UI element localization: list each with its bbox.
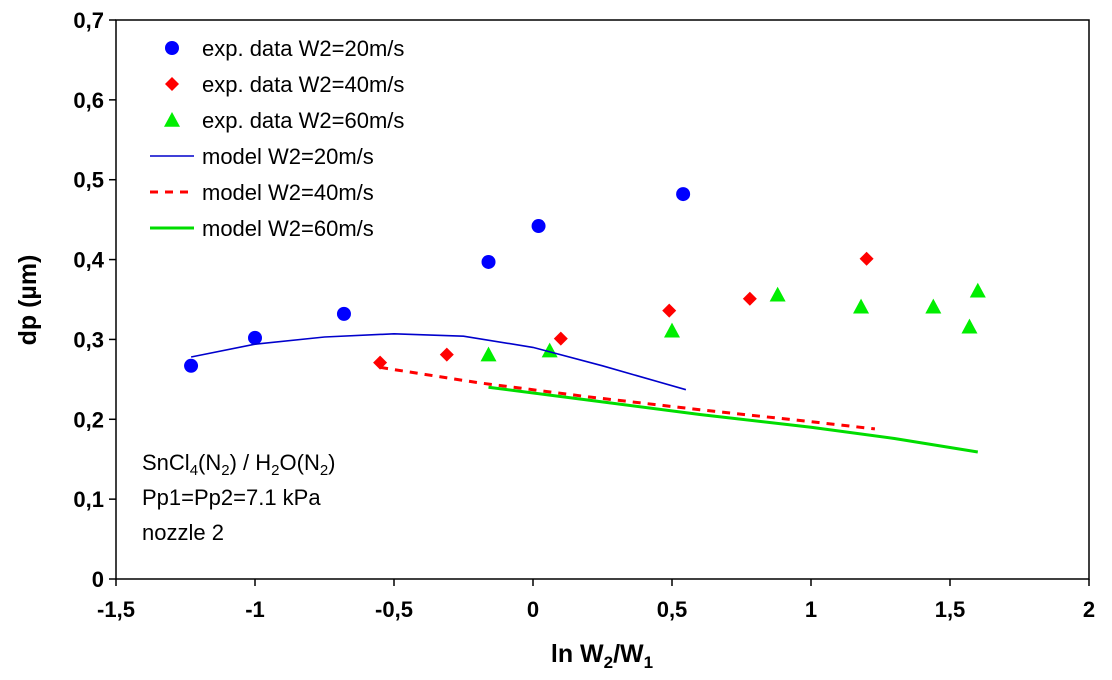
x-tick-label: -0,5 xyxy=(375,597,413,622)
series-layer xyxy=(184,187,986,454)
data-point xyxy=(336,306,351,321)
data-point xyxy=(662,303,677,318)
y-tick-label: 0,2 xyxy=(73,407,104,432)
x-tick-label: 0 xyxy=(527,597,539,622)
data-point xyxy=(664,322,680,338)
x-tick-label: 1,5 xyxy=(935,597,966,622)
data-point xyxy=(480,346,497,362)
annotation: SnCl4(N2) / H2O(N2) Pp1=Pp2=7.1 kPa nozz… xyxy=(142,450,336,545)
x-axis-title: ln W2/W1 xyxy=(551,640,653,672)
legend-item: exp. data W2=20m/s xyxy=(165,36,404,61)
x-tick-label: -1 xyxy=(245,597,265,622)
data-point xyxy=(969,282,986,298)
legend-item: exp. data W2=40m/s xyxy=(165,72,404,97)
data-point xyxy=(925,298,942,314)
series-exp-data-w2-40m-s xyxy=(373,251,874,370)
plot-area xyxy=(115,19,1090,580)
series-line xyxy=(488,385,979,454)
data-point xyxy=(481,254,496,269)
legend-label: exp. data W2=40m/s xyxy=(202,72,404,97)
x-tick-label: 2 xyxy=(1083,597,1095,622)
y-tick-label: 0,4 xyxy=(73,248,104,273)
y-axis: 0 0,1 0,2 0,3 0,4 0,5 0,6 0,7 xyxy=(73,8,116,592)
y-tick-label: 0,6 xyxy=(73,88,104,113)
series-model-w2-20m-s xyxy=(190,332,687,391)
y-tick-label: 0,3 xyxy=(73,327,104,352)
annotation-pressure: Pp1=Pp2=7.1 kPa xyxy=(142,485,321,510)
data-point xyxy=(742,291,757,306)
data-point xyxy=(769,286,786,302)
legend-label: model W2=20m/s xyxy=(202,144,374,169)
annotation-formula: SnCl4(N2) / H2O(N2) xyxy=(142,450,336,479)
y-axis-title: dp (µm) xyxy=(14,255,42,346)
legend-item: exp. data W2=60m/s xyxy=(164,108,404,133)
legend-swatch xyxy=(165,77,179,91)
legend-item: model W2=40m/s xyxy=(150,180,374,205)
series-model-w2-40m-s xyxy=(379,365,876,431)
series-exp-data-w2-20m-s xyxy=(184,187,691,373)
legend-item: model W2=20m/s xyxy=(150,144,374,169)
x-tick-label: -1,5 xyxy=(97,597,135,622)
data-point xyxy=(248,330,262,345)
x-axis: -1,5 -1 -0,5 0 0,5 1 1,5 2 xyxy=(97,579,1095,622)
legend: exp. data W2=20m/s exp. data W2=40m/s exp.… xyxy=(150,36,404,241)
y-tick-label: 0,1 xyxy=(73,487,104,512)
y-tick-label: 0,5 xyxy=(73,168,104,193)
x-tick-label: 0,5 xyxy=(657,597,688,622)
annotation-nozzle: nozzle 2 xyxy=(142,520,224,545)
data-point xyxy=(961,318,978,334)
legend-label: model W2=40m/s xyxy=(202,180,374,205)
series-line xyxy=(190,332,687,391)
legend-label: exp. data W2=60m/s xyxy=(202,108,404,133)
series-line xyxy=(379,365,876,431)
y-tick-label: 0 xyxy=(92,567,104,592)
data-point xyxy=(676,187,691,202)
series-exp-data-w2-60m-s xyxy=(480,282,986,362)
data-point xyxy=(553,331,568,346)
data-point xyxy=(439,347,454,362)
data-point xyxy=(531,219,546,234)
data-point xyxy=(373,355,388,370)
legend-swatch xyxy=(165,41,179,55)
legend-swatch xyxy=(164,112,180,127)
legend-label: exp. data W2=20m/s xyxy=(202,36,404,61)
data-point xyxy=(859,251,874,266)
y-tick-label: 0,7 xyxy=(73,8,104,33)
legend-item: model W2=60m/s xyxy=(150,216,374,241)
x-tick-label: 1 xyxy=(805,597,817,622)
data-point xyxy=(853,298,870,314)
data-point xyxy=(184,358,199,373)
data-point xyxy=(541,342,558,358)
series-model-w2-60m-s xyxy=(488,385,979,454)
legend-label: model W2=60m/s xyxy=(202,216,374,241)
